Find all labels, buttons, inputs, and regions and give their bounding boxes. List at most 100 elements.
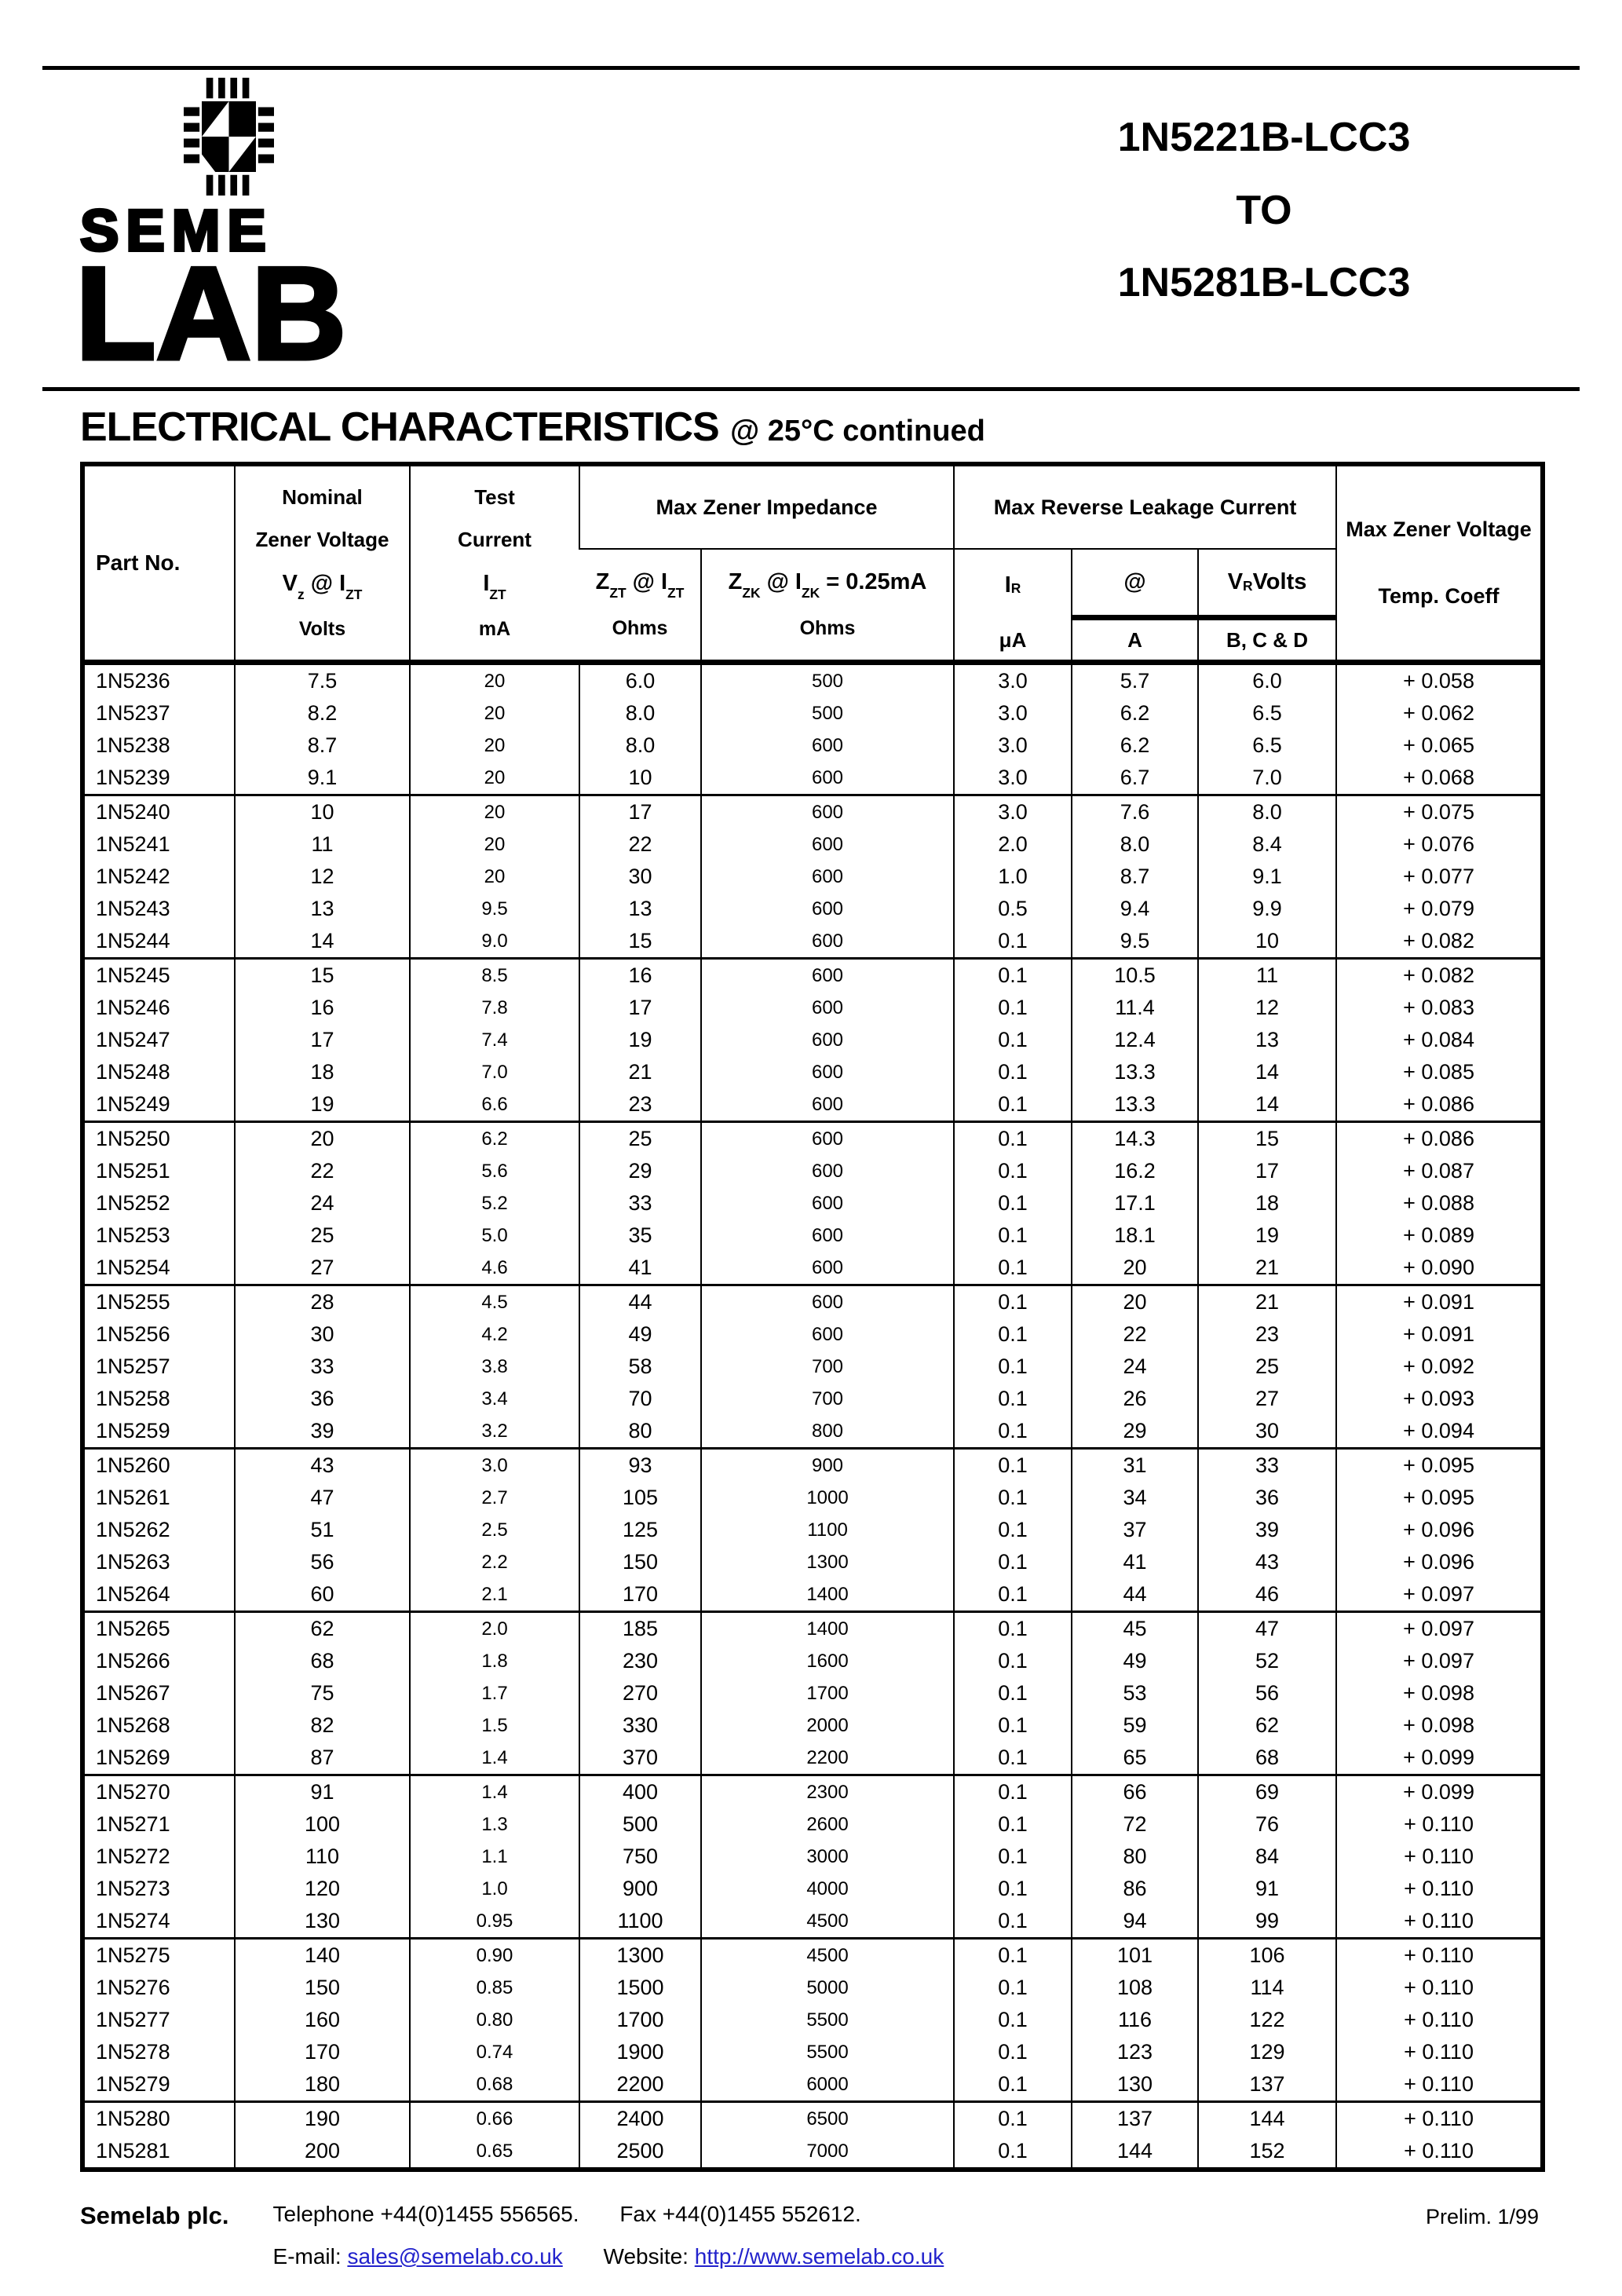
- cell-zzk: 600: [700, 1187, 955, 1219]
- cell-temp-coeff: + 0.110: [1335, 2101, 1543, 2135]
- cell-temp-coeff: + 0.088: [1335, 1187, 1543, 1219]
- cell-izt: 20: [409, 662, 579, 697]
- cell-ir: 0.1: [953, 1645, 1072, 1677]
- cell-vz: 11: [234, 828, 410, 861]
- title-line-2: TO: [1236, 187, 1292, 233]
- cell-ir: 0.1: [953, 1709, 1072, 1742]
- cell-zzt: 44: [579, 1285, 701, 1318]
- cell-ir: 0.1: [953, 2068, 1072, 2102]
- cell-vz: 36: [234, 1383, 410, 1415]
- cell-at: 116: [1071, 2004, 1199, 2036]
- cell-at: 29: [1071, 1415, 1199, 1449]
- cell-izt: 8.5: [409, 958, 579, 992]
- cell-vr: 152: [1197, 2135, 1337, 2170]
- cell-ir: 0.1: [953, 1873, 1072, 1905]
- cell-zzt: 900: [579, 1873, 701, 1905]
- cell-ir: 0.1: [953, 1088, 1072, 1122]
- table-row: 1N5258 36 3.4 70 700 0.1 26 27 + 0.093: [82, 1383, 1543, 1415]
- cell-part-no: 1N5269: [96, 1746, 170, 1769]
- cell-ir: 0.1: [953, 1578, 1072, 1612]
- cell-at: 13.3: [1071, 1056, 1199, 1088]
- table-row: 1N5279 180 0.68 2200 6000 0.1 130 137 + …: [82, 2068, 1543, 2102]
- cell-at: 11.4: [1071, 992, 1199, 1024]
- cell-zzt: 370: [579, 1742, 701, 1775]
- cell-temp-coeff: + 0.087: [1335, 1155, 1543, 1187]
- cell-zzt: 1500: [579, 1972, 701, 2004]
- col-header-at: @ A: [1071, 549, 1199, 663]
- cell-vr: 36: [1197, 1482, 1337, 1514]
- cell-part-no: 1N5255: [96, 1290, 170, 1314]
- cell-ir: 0.1: [953, 1056, 1072, 1088]
- cell-vz: 16: [234, 992, 410, 1024]
- cell-zzt: 10: [579, 762, 701, 795]
- cell-zzt: 15: [579, 925, 701, 959]
- cell-at: 53: [1071, 1677, 1199, 1709]
- cell-zzk: 5500: [700, 2004, 955, 2036]
- cell-zzk: 600: [700, 828, 955, 861]
- table-row: 1N5252 24 5.2 33 600 0.1 17.1 18 + 0.088: [82, 1187, 1543, 1219]
- cell-zzk: 600: [700, 1219, 955, 1252]
- cell-at: 5.7: [1071, 662, 1199, 697]
- cell-izt: 6.6: [409, 1088, 579, 1122]
- cell-vr: 18: [1197, 1187, 1337, 1219]
- cell-zzt: 2400: [579, 2101, 701, 2135]
- cell-zzk: 6500: [700, 2101, 955, 2135]
- cell-izt: 4.2: [409, 1318, 579, 1351]
- cell-izt: 1.5: [409, 1709, 579, 1742]
- cell-izt: 3.4: [409, 1383, 579, 1415]
- revision-label: Prelim. 1/99: [1425, 2205, 1539, 2228]
- cell-izt: 1.3: [409, 1808, 579, 1841]
- cell-vz: 110: [234, 1841, 410, 1873]
- cell-ir: 0.1: [953, 1415, 1072, 1449]
- cell-part-no: 1N5242: [96, 865, 170, 888]
- cell-zzk: 600: [700, 762, 955, 795]
- cell-temp-coeff: + 0.095: [1335, 1448, 1543, 1482]
- cell-part-no: 1N5244: [96, 929, 170, 952]
- cell-at: 41: [1071, 1546, 1199, 1578]
- cell-vz: 180: [234, 2068, 410, 2102]
- cell-at: 34: [1071, 1482, 1199, 1514]
- cell-part-no: 1N5262: [96, 1518, 170, 1541]
- cell-zzt: 8.0: [579, 697, 701, 729]
- cell-part-no: 1N5239: [96, 766, 170, 789]
- title-line-1: 1N5221B-LCC3: [1117, 115, 1411, 160]
- cell-zzk: 1700: [700, 1677, 955, 1709]
- cell-vr: 43: [1197, 1546, 1337, 1578]
- cell-vz: 22: [234, 1155, 410, 1187]
- table-row: 1N5261 47 2.7 105 1000 0.1 34 36 + 0.095: [82, 1482, 1543, 1514]
- table-row: 1N5256 30 4.2 49 600 0.1 22 23 + 0.091: [82, 1318, 1543, 1351]
- cell-at: 6.2: [1071, 697, 1199, 729]
- cell-zzk: 1600: [700, 1645, 955, 1677]
- cell-ir: 0.1: [953, 1318, 1072, 1351]
- table-row: 1N5266 68 1.8 230 1600 0.1 49 52 + 0.097: [82, 1645, 1543, 1677]
- cell-vr: 8.0: [1197, 795, 1337, 828]
- cell-izt: 1.8: [409, 1645, 579, 1677]
- cell-vr: 12: [1197, 992, 1337, 1024]
- cell-zzk: 2200: [700, 1742, 955, 1775]
- cell-ir: 3.0: [953, 662, 1072, 697]
- cell-izt: 9.5: [409, 893, 579, 925]
- website-link[interactable]: http://www.semelab.co.uk: [694, 2244, 944, 2269]
- table-row: 1N5267 75 1.7 270 1700 0.1 53 56 + 0.098: [82, 1677, 1543, 1709]
- cell-part-no: 1N5260: [96, 1453, 170, 1477]
- cell-izt: 3.2: [409, 1415, 579, 1449]
- cell-izt: 0.90: [409, 1938, 579, 1972]
- cell-at: 144: [1071, 2135, 1199, 2170]
- cell-part-no: 1N5252: [96, 1191, 170, 1215]
- cell-temp-coeff: + 0.058: [1335, 662, 1543, 697]
- cell-part-no: 1N5277: [96, 2008, 170, 2031]
- cell-temp-coeff: + 0.095: [1335, 1482, 1543, 1514]
- cell-vz: 8.7: [234, 729, 410, 762]
- cell-temp-coeff: + 0.076: [1335, 828, 1543, 861]
- chip-logo-icon: [184, 78, 274, 196]
- cell-vr: 6.5: [1197, 697, 1337, 729]
- email-link[interactable]: sales@semelab.co.uk: [347, 2244, 563, 2269]
- cell-vr: 91: [1197, 1873, 1337, 1905]
- cell-zzk: 4000: [700, 1873, 955, 1905]
- cell-at: 12.4: [1071, 1024, 1199, 1056]
- cell-ir: 0.1: [953, 1808, 1072, 1841]
- cell-vz: 150: [234, 1972, 410, 2004]
- cell-at: 45: [1071, 1611, 1199, 1645]
- cell-part-no: 1N5246: [96, 996, 170, 1019]
